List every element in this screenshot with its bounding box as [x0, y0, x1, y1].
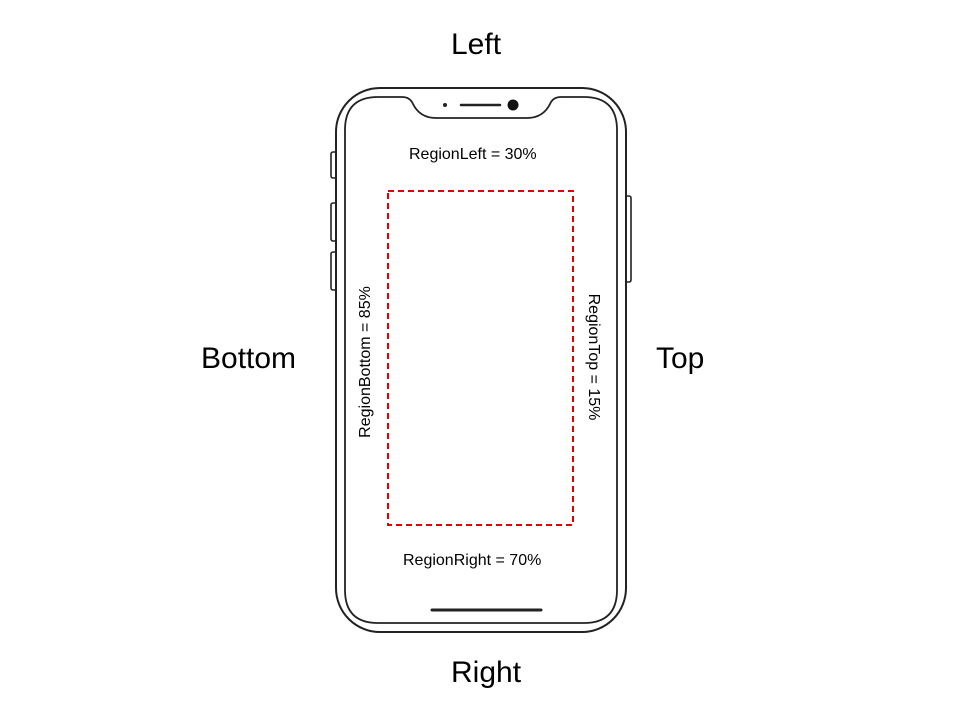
sensor-dot — [443, 103, 447, 107]
phone-screen — [344, 96, 618, 624]
orientation-label-left: Left — [451, 28, 502, 61]
orientation-label-right: Right — [451, 656, 522, 689]
front-camera — [507, 99, 519, 111]
region-top-label: RegionTop = 15% — [585, 293, 602, 421]
region-rectangle — [387, 190, 574, 526]
orientation-label-top: Top — [656, 342, 705, 375]
region-left-label: RegionLeft = 30% — [409, 146, 537, 163]
orientation-label-bottom: Bottom — [201, 342, 297, 375]
region-bottom-label: RegionBottom = 85% — [357, 286, 374, 438]
region-right-label: RegionRight = 70% — [403, 552, 542, 569]
